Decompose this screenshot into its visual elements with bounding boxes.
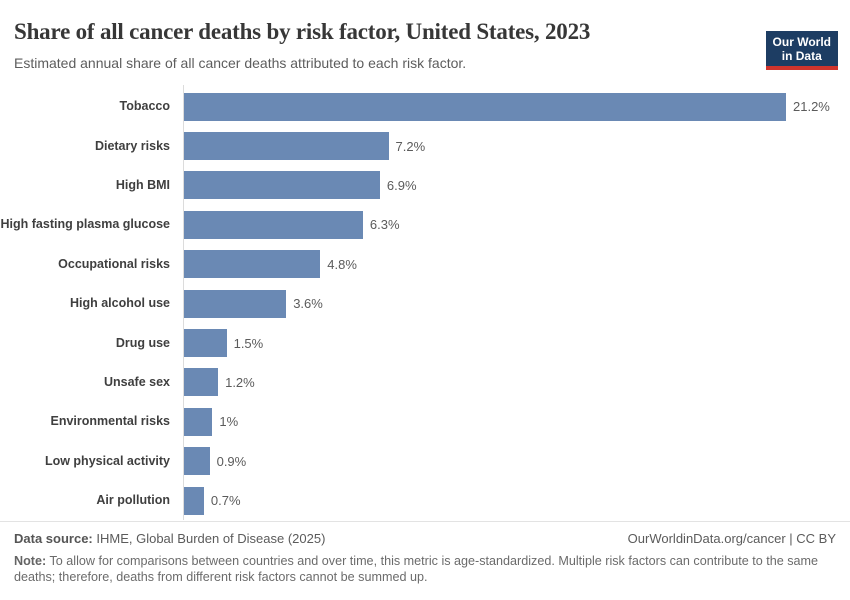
bar[interactable] <box>184 210 363 239</box>
category-label: High BMI <box>115 177 170 192</box>
chart-header: Share of all cancer deaths by risk facto… <box>0 18 850 72</box>
value-label: 0.9% <box>216 453 247 469</box>
bar-zone: 1.2% <box>183 363 850 402</box>
owid-logo-line1: Our World <box>772 35 831 49</box>
bar-row: Air pollution 0.7% <box>0 481 850 520</box>
owid-logo-line2: in Data <box>781 49 822 63</box>
data-source-label: Data source: <box>14 531 93 546</box>
bar[interactable] <box>184 368 219 397</box>
bar-row: Dietary risks 7.2% <box>0 126 850 165</box>
data-source-text: IHME, Global Burden of Disease (2025) <box>96 531 326 546</box>
category-label: Unsafe sex <box>103 374 170 389</box>
bar[interactable] <box>184 92 786 121</box>
bar[interactable] <box>184 289 287 318</box>
footer-note-label: Note: <box>14 554 47 568</box>
bar-zone: 1% <box>183 402 850 441</box>
value-label: 1% <box>219 414 239 430</box>
bar[interactable] <box>184 407 213 436</box>
bar-rows: Tobacco 21.2% Dietary risks 7.2% High BM… <box>0 87 850 520</box>
bar-zone: 0.7% <box>183 481 850 520</box>
category-label: High fasting plasma glucose <box>0 217 170 232</box>
bar-zone: 4.8% <box>183 245 850 284</box>
bar[interactable] <box>184 486 204 515</box>
footer-source-line: Data source: IHME, Global Burden of Dise… <box>14 531 836 547</box>
bar[interactable] <box>184 250 321 279</box>
value-label: 6.9% <box>386 177 417 193</box>
bar-zone: 6.3% <box>183 205 850 244</box>
bar[interactable] <box>184 329 227 358</box>
category-label: Low physical activity <box>44 453 170 468</box>
value-label: 1.2% <box>225 374 255 390</box>
bar-row: Drug use 1.5% <box>0 323 850 362</box>
bar-zone: 7.2% <box>183 126 850 165</box>
bar-row: Occupational risks 4.8% <box>0 245 850 284</box>
bar-row: Tobacco 21.2% <box>0 87 850 126</box>
bar-row: Environmental risks 1% <box>0 402 850 441</box>
category-label: Drug use <box>115 335 170 350</box>
value-label: 1.5% <box>233 335 264 351</box>
bar-zone: 1.5% <box>183 323 850 362</box>
bar-row: High alcohol use 3.6% <box>0 284 850 323</box>
bar-zone: 6.9% <box>183 166 850 205</box>
bar-zone: 3.6% <box>183 284 850 323</box>
value-label: 21.2% <box>793 99 830 115</box>
bar-zone: 21.2% <box>183 87 850 126</box>
owid-logo[interactable]: Our World in Data <box>765 31 838 70</box>
y-axis-line <box>183 85 184 521</box>
page-subtitle: Estimated annual share of all cancer dea… <box>14 55 467 71</box>
value-label: 3.6% <box>293 296 323 312</box>
bar-chart: Tobacco 21.2% Dietary risks 7.2% High BM… <box>0 85 850 521</box>
category-label: Dietary risks <box>94 138 170 153</box>
value-label: 7.2% <box>395 138 426 154</box>
bar[interactable] <box>184 132 389 161</box>
bar-row: High BMI 6.9% <box>0 166 850 205</box>
bar-row: Low physical activity 0.9% <box>0 442 850 481</box>
category-label: High alcohol use <box>69 296 170 311</box>
category-label: Environmental risks <box>50 414 171 429</box>
data-source: Data source: IHME, Global Burden of Dise… <box>14 531 325 547</box>
footer-note: Note: To allow for comparisons between c… <box>14 553 836 585</box>
bar-row: Unsafe sex 1.2% <box>0 363 850 402</box>
value-label: 4.8% <box>327 256 357 272</box>
page-title: Share of all cancer deaths by risk facto… <box>14 19 591 44</box>
value-label: 6.3% <box>369 217 400 233</box>
value-label: 0.7% <box>210 493 241 509</box>
category-label: Air pollution <box>96 493 170 508</box>
chart-footer: Data source: IHME, Global Burden of Dise… <box>0 521 850 585</box>
bar-row: High fasting plasma glucose 6.3% <box>0 205 850 244</box>
bar[interactable] <box>184 447 210 476</box>
category-label: Occupational risks <box>58 256 170 271</box>
category-label: Tobacco <box>119 99 170 114</box>
bar[interactable] <box>184 171 380 200</box>
attribution-link[interactable]: OurWorldinData.org/cancer | CC BY <box>627 531 836 546</box>
footer-note-text: To allow for comparisons between countri… <box>14 554 819 584</box>
bar-zone: 0.9% <box>183 442 850 481</box>
